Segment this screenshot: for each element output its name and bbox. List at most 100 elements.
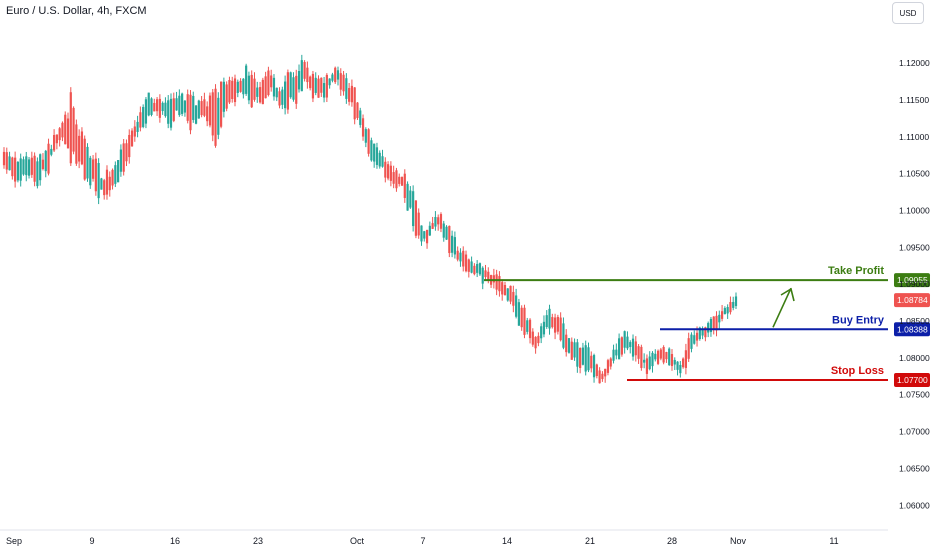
candle-body [322,83,326,98]
candle-body [25,156,28,176]
candle-body [398,176,401,184]
candle-body [91,159,95,179]
candle-body [133,126,136,137]
candle-body [512,291,515,306]
candle-body [492,275,495,283]
candle-body [94,158,97,192]
candle-body [311,73,315,99]
candle-body [86,146,89,179]
candle-body [275,87,278,98]
take-profit-price-value: 1.09055 [897,275,928,285]
candle-body [278,91,281,106]
candle-body [540,326,543,339]
candle-body [425,229,429,244]
candle-body [567,338,571,353]
candle-body [389,165,392,181]
candle-body [314,77,317,93]
candle-body [487,271,490,282]
candle-body [537,335,540,344]
candle-body [542,321,546,335]
time-tick-label: 21 [585,536,595,546]
candle-body [590,355,593,369]
candle-body [119,149,122,172]
candle-body [629,342,632,348]
candle-body [373,143,376,162]
candle-body [704,327,707,338]
candle-body [551,317,554,328]
candle-body [125,143,128,162]
candle-body [606,360,610,373]
candle-body [648,356,651,370]
currency-button[interactable]: USD [892,2,924,24]
candle-body [295,75,298,104]
time-tick-label: 28 [667,536,677,546]
candle-body [643,359,646,363]
time-tick-label: 23 [253,536,263,546]
candle-body [732,301,735,308]
candle-body [478,263,482,275]
candle-body [556,316,559,332]
candle-body [167,100,170,124]
candle-body [14,157,17,182]
stop-loss-price-tag [894,373,930,387]
time-axis[interactable]: Sep 9 16 23 Oct 7 14 21 28 Nov 11 [0,529,888,546]
candles-layer [2,54,738,384]
candle-body [409,190,412,208]
candle-body [579,347,582,369]
candle-body [453,237,456,255]
candle-body [662,346,665,363]
candle-body [545,315,548,327]
candle-body [58,128,61,141]
candle-body [66,118,70,149]
candle-body [526,320,529,332]
candle-body [361,118,365,137]
candle-body [214,88,217,146]
candle-body [687,338,690,359]
candle-body [464,254,468,272]
candle-body [359,110,362,125]
candle-body [284,81,287,109]
candle-body [412,191,415,227]
candle-body [531,331,534,345]
candle-body [682,358,685,368]
candle-body [684,350,688,368]
candle-body [30,157,33,175]
candle-body [97,163,100,199]
candle-body [718,314,721,323]
candle-body [698,327,701,340]
candle-body [231,80,234,100]
candle-body [22,159,25,175]
candle-body [281,89,284,105]
candle-body [55,134,58,144]
price-tick-label: 1.08000 [899,353,930,363]
candle-body [712,316,715,330]
chart-title: Euro / U.S. Dollar, 4h, FXCM [6,5,147,17]
price-tick-label: 1.12000 [899,58,930,68]
candle-body [303,62,306,79]
candle-body [158,98,161,118]
time-tick-label: Oct [350,536,365,546]
price-axis[interactable]: 1.12000 1.11500 1.11000 1.10500 1.10000 1.095… [899,58,930,510]
time-tick-label: 14 [502,536,512,546]
candle-body [634,341,637,356]
projection-arrow [772,287,795,328]
candle-body [392,172,395,184]
candle-body [437,217,440,225]
candle-body [217,97,220,135]
candle-body [258,87,262,103]
candle-body [320,77,323,93]
candle-body [19,158,22,181]
candle-body [136,121,139,132]
buy-entry-price-value: 1.08388 [897,324,928,334]
candle-body [27,159,31,176]
candle-body [581,347,585,365]
candle-body [272,77,276,97]
candle-body [292,77,295,100]
candle-body [297,71,301,90]
candle-body [470,261,473,273]
price-tick-label: 1.06000 [899,500,930,510]
candle-body [348,88,351,102]
candle-body [150,98,153,115]
candle-body [267,70,270,96]
